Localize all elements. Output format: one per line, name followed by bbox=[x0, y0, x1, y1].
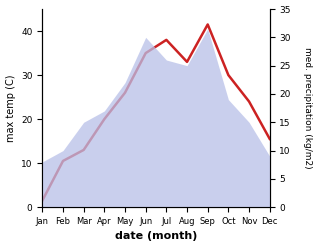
Y-axis label: med. precipitation (kg/m2): med. precipitation (kg/m2) bbox=[303, 47, 313, 169]
Y-axis label: max temp (C): max temp (C) bbox=[5, 74, 16, 142]
X-axis label: date (month): date (month) bbox=[115, 231, 197, 242]
